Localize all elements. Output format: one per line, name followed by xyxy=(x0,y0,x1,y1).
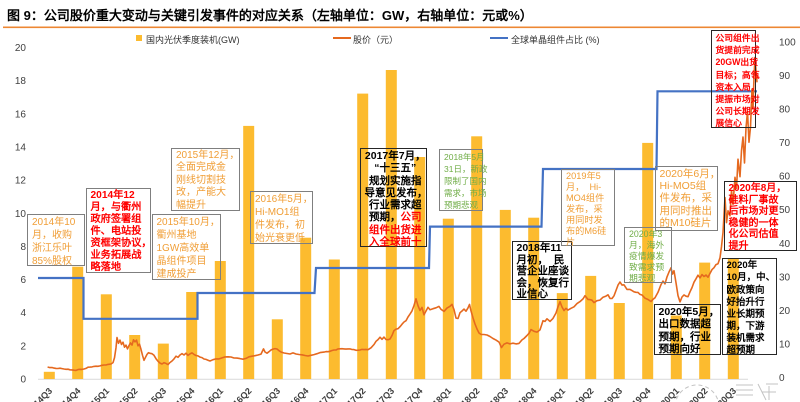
svg-text:6: 6 xyxy=(20,275,26,286)
svg-text:90: 90 xyxy=(779,71,791,82)
svg-text:10: 10 xyxy=(779,339,791,350)
svg-text:4: 4 xyxy=(20,308,26,319)
svg-text:0: 0 xyxy=(779,373,785,384)
svg-text:20: 20 xyxy=(779,306,791,317)
svg-text:16: 16 xyxy=(15,109,27,120)
svg-text:100: 100 xyxy=(779,38,796,49)
svg-text:2: 2 xyxy=(20,341,26,352)
svg-text:0: 0 xyxy=(20,375,26,386)
svg-text:30: 30 xyxy=(779,272,791,283)
svg-text:50: 50 xyxy=(779,205,791,216)
svg-text:8: 8 xyxy=(20,242,26,253)
svg-text:80: 80 xyxy=(779,105,791,116)
svg-text:70: 70 xyxy=(779,138,791,149)
svg-text:12: 12 xyxy=(15,176,27,187)
svg-text:60: 60 xyxy=(779,172,791,183)
svg-text:18: 18 xyxy=(15,76,27,87)
svg-text:20: 20 xyxy=(15,43,27,54)
svg-text:14: 14 xyxy=(15,143,27,154)
svg-text:10: 10 xyxy=(15,209,27,220)
svg-text:40: 40 xyxy=(779,239,791,250)
